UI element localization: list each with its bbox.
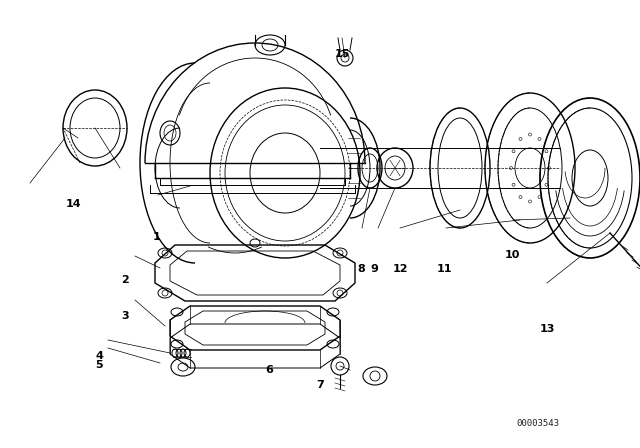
- Text: 10: 10: [504, 250, 520, 260]
- Text: 13: 13: [540, 324, 555, 334]
- Text: 4: 4: [95, 351, 103, 361]
- Text: 1: 1: [153, 233, 161, 242]
- Text: 3: 3: [121, 311, 129, 321]
- Text: 11: 11: [437, 264, 452, 274]
- Text: 8: 8: [358, 264, 365, 274]
- Text: 9: 9: [371, 264, 378, 274]
- Text: 14: 14: [66, 199, 81, 209]
- Text: 15: 15: [335, 49, 350, 59]
- Text: 6: 6: [265, 365, 273, 375]
- Text: 7: 7: [316, 380, 324, 390]
- Text: 00003543: 00003543: [516, 419, 559, 428]
- Text: 12: 12: [392, 264, 408, 274]
- Text: 5: 5: [95, 360, 103, 370]
- Text: 2: 2: [121, 275, 129, 285]
